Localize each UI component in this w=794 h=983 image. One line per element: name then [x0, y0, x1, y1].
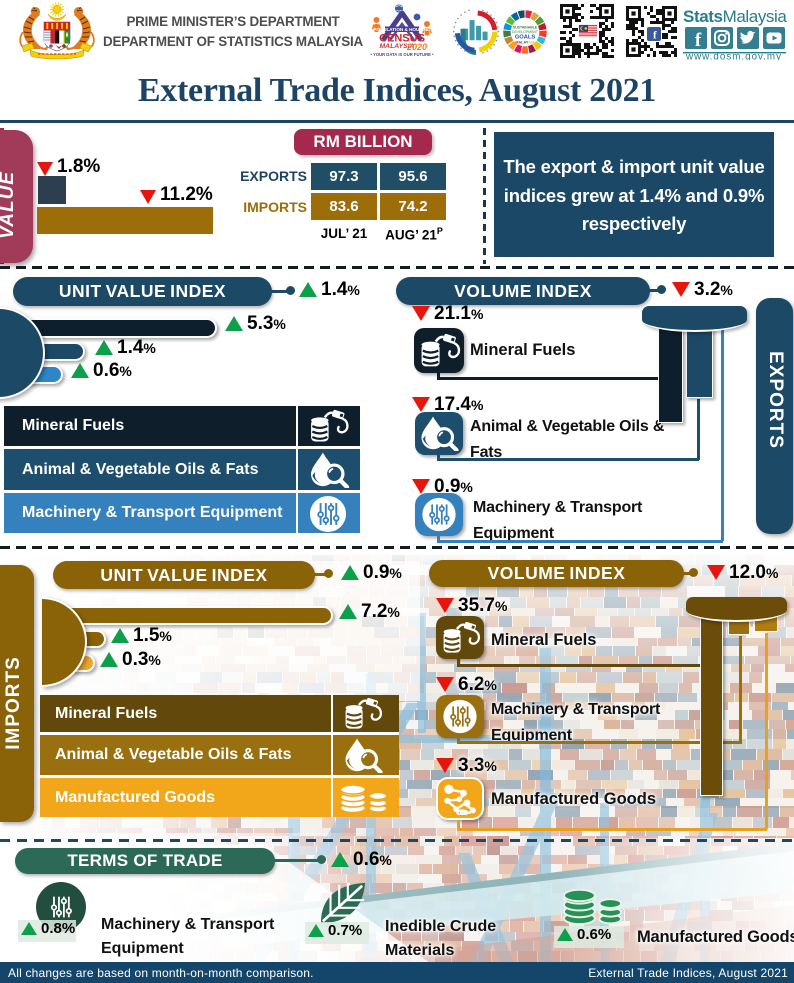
svg-text:StatsMalaysia: StatsMalaysia	[683, 8, 787, 26]
svg-text:www.dosm.gov.my: www.dosm.gov.my	[685, 52, 782, 61]
svg-text:DEVELOPMENT: DEVELOPMENT	[512, 30, 539, 34]
svg-text:GOALS: GOALS	[515, 35, 536, 41]
svg-text:f: f	[653, 30, 657, 42]
svg-text:SUSTAINABLE: SUSTAINABLE	[513, 26, 538, 30]
svg-text:2020: 2020	[406, 42, 427, 52]
svg-text:CENSUS: CENSUS	[379, 33, 425, 45]
svg-text:f: f	[695, 30, 702, 51]
svg-text:POPULATION & HOUSING: POPULATION & HOUSING	[373, 27, 431, 32]
svg-text:MALAYSIA: MALAYSIA	[515, 40, 535, 44]
svg-text:MALAYSIA: MALAYSIA	[380, 43, 415, 50]
svg-text:• YOUR DATA IS OUR FUTURE •: • YOUR DATA IS OUR FUTURE •	[370, 52, 434, 57]
